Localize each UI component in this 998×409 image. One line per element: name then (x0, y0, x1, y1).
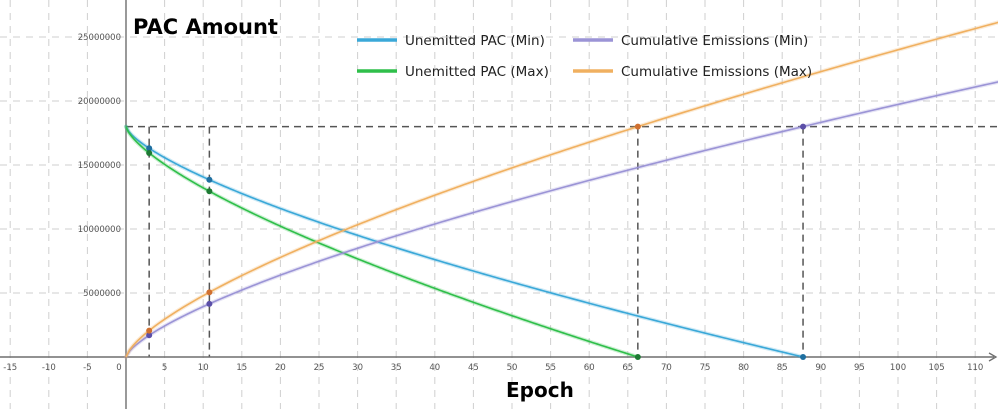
guide-layer (126, 125, 998, 357)
x-tick-label: 40 (429, 363, 440, 373)
series-line-3 (125, 81, 998, 358)
x-tick-label: -5 (83, 363, 91, 373)
data-point-marker (206, 289, 213, 296)
y-tick-label: 15000000 (78, 161, 121, 171)
x-tick-label: 85 (777, 363, 788, 373)
x-axis-arrow-icon (988, 352, 998, 362)
x-tick-label: -10 (42, 363, 56, 373)
series-layer (124, 20, 998, 359)
legend-label: Cumulative Emissions (Max) (621, 64, 812, 80)
x-tick-label: -15 (3, 363, 17, 373)
data-point-marker (146, 145, 153, 152)
series-line-4 (125, 21, 998, 358)
x-tick-label: 0 (116, 363, 121, 373)
tick-layer: -15 -10 -5 0 5 10 15 20 25 30 35 40 45 50 55 60 65 70 75 80… (3, 33, 983, 373)
x-tick-label: 50 (507, 363, 518, 373)
data-point-marker (206, 176, 213, 183)
x-tick-label: 5 (162, 363, 167, 373)
x-tick-label: 20 (275, 363, 286, 373)
chart-title: PAC Amount (133, 15, 278, 39)
y-tick-label: 5000000 (83, 289, 121, 299)
legend: Unemitted PAC (Min) Unemitted PAC (Max) Cu… (357, 33, 812, 80)
x-tick-label: 75 (700, 363, 711, 373)
data-point-marker (146, 149, 153, 156)
legend-label: Unemitted PAC (Max) (405, 64, 549, 80)
data-point-marker (206, 300, 213, 307)
x-tick-label: 110 (967, 363, 983, 373)
x-tick-label: 105 (928, 363, 944, 373)
x-axis-label: Epoch (506, 378, 574, 402)
x-tick-label: 90 (815, 363, 826, 373)
x-tick-label: 25 (314, 363, 325, 373)
data-point-marker (146, 327, 153, 334)
data-point-marker (800, 354, 807, 360)
y-tick-label: 25000000 (78, 33, 121, 43)
data-point-marker (634, 354, 641, 360)
legend-label: Unemitted PAC (Min) (405, 33, 545, 49)
data-point-marker (634, 123, 641, 130)
x-tick-label: 45 (468, 363, 479, 373)
x-tick-label: 65 (622, 363, 633, 373)
series-halo (124, 124, 806, 359)
marker-layer (146, 123, 807, 360)
x-tick-label: 35 (391, 363, 402, 373)
x-tick-label: 10 (198, 363, 209, 373)
x-tick-label: 80 (738, 363, 749, 373)
x-tick-label: 55 (545, 363, 556, 373)
x-tick-label: 60 (584, 363, 595, 373)
series-halo (124, 79, 998, 359)
data-point-marker (146, 332, 153, 339)
data-point-marker (206, 188, 213, 195)
y-tick-label: 10000000 (78, 225, 121, 235)
x-tick-label: 15 (236, 363, 247, 373)
x-tick-label: 70 (661, 363, 672, 373)
x-tick-label: 95 (854, 363, 865, 373)
x-tick-label: 100 (890, 363, 906, 373)
x-tick-label: 30 (352, 363, 363, 373)
series-line-1 (125, 126, 804, 358)
legend-label: Cumulative Emissions (Min) (621, 33, 808, 49)
data-point-marker (800, 123, 807, 130)
y-tick-label: 20000000 (78, 97, 121, 107)
